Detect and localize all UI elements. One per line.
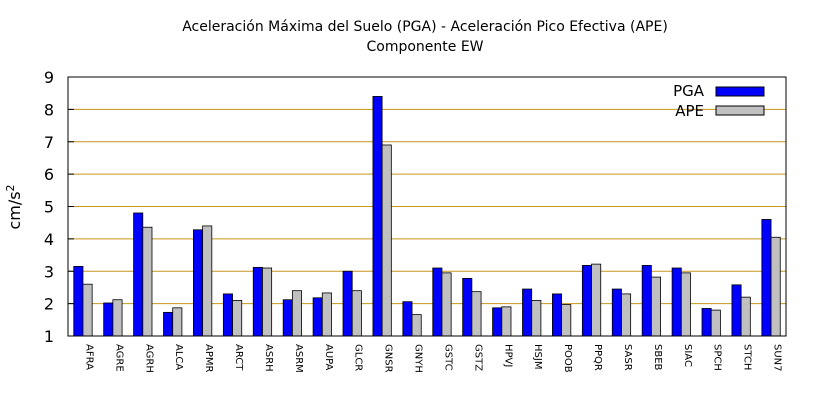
x-category-label: AGRE bbox=[113, 344, 124, 372]
y-tick-label: 1 bbox=[44, 327, 54, 346]
bar-ape-stch bbox=[740, 296, 751, 337]
bar-ape-agrh bbox=[142, 226, 153, 337]
bar-ape-aupa bbox=[321, 292, 332, 337]
bar-pga-ppqr bbox=[581, 265, 592, 337]
x-category-label: SBEB bbox=[652, 344, 663, 371]
bar-ape-alca bbox=[172, 307, 183, 337]
legend: PGA APE bbox=[673, 82, 765, 120]
chart-title: Aceleración Máxima del Suelo (PGA) - Ace… bbox=[182, 19, 668, 35]
x-category-label: POOB bbox=[562, 344, 573, 373]
bar-pga-spch bbox=[701, 308, 712, 337]
y-tick-label: 9 bbox=[44, 68, 54, 87]
legend-label-pga: PGA bbox=[673, 82, 705, 100]
y-tick-label: 5 bbox=[44, 198, 54, 217]
bar-pga-agre bbox=[103, 302, 114, 337]
bar-pga-alca bbox=[163, 311, 174, 337]
bar-pga-gstz bbox=[462, 277, 473, 337]
x-category-label: SPCH bbox=[712, 344, 723, 371]
bar-pga-asrm bbox=[282, 299, 293, 337]
y-axis-ticks: 1 2 3 4 5 6 7 8 9 bbox=[44, 68, 74, 346]
x-category-label: ASRH bbox=[263, 344, 274, 372]
x-category-label: GNSR bbox=[383, 344, 394, 373]
bar-pga-sasr bbox=[611, 288, 622, 337]
y-tick-label: 7 bbox=[44, 133, 54, 152]
bar-pga-agrh bbox=[133, 212, 144, 337]
x-category-label: GNYH bbox=[413, 344, 424, 373]
bar-pga-aupa bbox=[312, 297, 323, 337]
bar-ape-hpvj bbox=[501, 306, 512, 337]
bar-pga-siac bbox=[671, 267, 682, 337]
legend-swatch-pga bbox=[715, 86, 765, 97]
y-axis-label: cm/s2 bbox=[4, 184, 25, 229]
bar-pga-gstc bbox=[432, 267, 443, 337]
x-category-label: AFRA bbox=[83, 344, 94, 370]
bar-pga-asrh bbox=[252, 266, 263, 337]
legend-swatch-ape bbox=[715, 105, 765, 116]
bar-ape-sasr bbox=[621, 293, 632, 337]
x-category-label: HSJM bbox=[532, 344, 543, 369]
bar-ape-spch bbox=[710, 309, 721, 337]
x-category-label: APMR bbox=[203, 344, 214, 372]
bars bbox=[73, 96, 781, 337]
bar-ape-sbeb bbox=[650, 276, 661, 337]
bar-ape-asrm bbox=[291, 290, 302, 337]
x-category-label: GLCR bbox=[353, 344, 364, 371]
bar-ape-asrh bbox=[262, 267, 273, 337]
y-tick-label: 8 bbox=[44, 100, 54, 119]
x-category-label: ALCA bbox=[173, 344, 184, 370]
bar-ape-glcr bbox=[351, 290, 362, 337]
x-axis-categories: AFRA AGRE AGRH ALCA APMR ARCT ASRH ASRM AUPA GLCR… bbox=[83, 344, 782, 373]
legend-label-ape: APE bbox=[675, 102, 704, 120]
bar-ape-gstc bbox=[441, 272, 452, 337]
bar-ape-agre bbox=[112, 299, 123, 337]
x-category-label: HPVJ bbox=[502, 344, 513, 367]
x-category-label: SIAC bbox=[682, 344, 693, 367]
bar-pga-sun7 bbox=[761, 219, 772, 337]
y-tick-label: 4 bbox=[44, 230, 54, 249]
bar-pga-stch bbox=[731, 284, 742, 337]
bar-ape-arct bbox=[232, 299, 243, 337]
y-tick-label: 6 bbox=[44, 165, 54, 184]
gridlines bbox=[68, 108, 786, 305]
x-category-label: ARCT bbox=[233, 344, 244, 371]
bar-pga-afra bbox=[73, 265, 84, 337]
bar-pga-poob bbox=[552, 293, 563, 337]
x-category-label: GSTZ bbox=[472, 344, 483, 371]
x-category-label: STCH bbox=[742, 344, 753, 370]
x-category-label: ASRM bbox=[293, 344, 304, 373]
bar-pga-apmr bbox=[193, 229, 204, 337]
bar-ape-apmr bbox=[202, 225, 213, 337]
bar-ape-hsjm bbox=[531, 299, 542, 337]
bar-pga-gnsr bbox=[372, 96, 383, 337]
bar-pga-glcr bbox=[342, 270, 353, 337]
chart-subtitle: Componente EW bbox=[366, 39, 483, 55]
bar-pga-hsjm bbox=[522, 288, 533, 337]
x-category-label: AUPA bbox=[323, 344, 334, 371]
bar-pga-hpvj bbox=[492, 307, 503, 337]
bar-pga-gnyh bbox=[402, 301, 413, 337]
bar-ape-siac bbox=[680, 272, 691, 337]
x-category-label: PPQR bbox=[592, 344, 603, 371]
bar-pga-sbeb bbox=[641, 265, 652, 337]
bar-ape-poob bbox=[561, 304, 572, 337]
x-category-label: GSTC bbox=[442, 344, 453, 371]
bar-ape-gnyh bbox=[411, 314, 422, 337]
bar-ape-gnsr bbox=[381, 144, 392, 337]
y-tick-label: 2 bbox=[44, 295, 54, 314]
bar-pga-arct bbox=[222, 293, 233, 337]
x-category-label: AGRH bbox=[143, 344, 154, 373]
bar-ape-ppqr bbox=[591, 263, 602, 337]
bar-ape-afra bbox=[82, 283, 93, 337]
bar-ape-gstz bbox=[471, 291, 482, 337]
x-category-label: SUN7 bbox=[772, 344, 783, 372]
bar-ape-sun7 bbox=[770, 236, 781, 337]
x-category-label: SASR bbox=[622, 344, 633, 371]
y-tick-label: 3 bbox=[44, 262, 54, 281]
